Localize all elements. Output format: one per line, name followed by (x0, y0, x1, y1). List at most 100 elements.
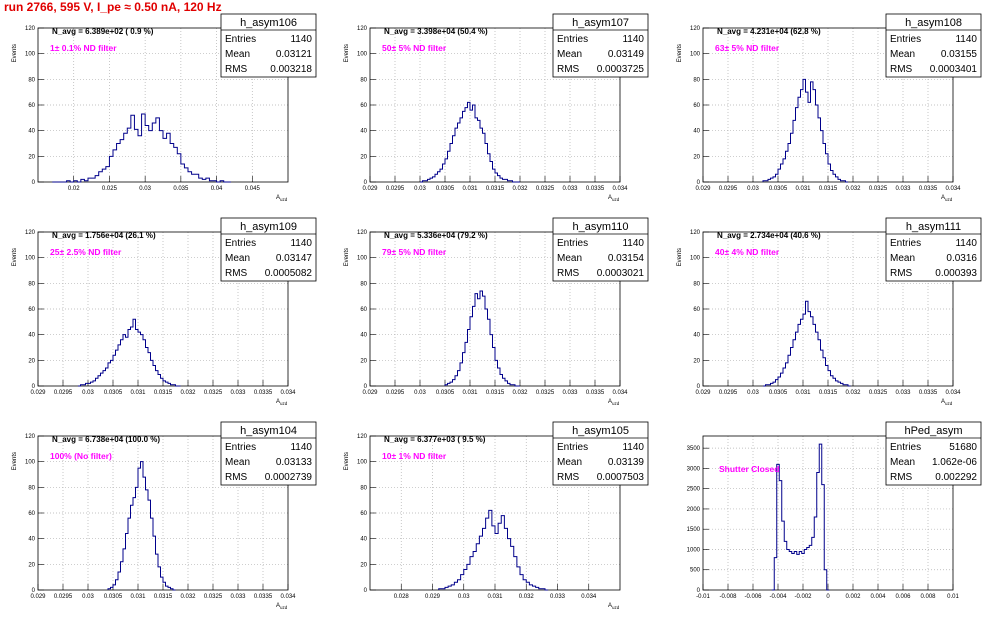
y-tick-label: 100 (357, 52, 368, 58)
stats-value: 0.03154 (608, 253, 645, 264)
stats-label: RMS (557, 268, 580, 279)
x-tick-label: 0.032 (180, 390, 196, 396)
x-tick-label: 0.0305 (436, 390, 455, 396)
stats-value: 0.000393 (935, 268, 977, 279)
x-tick-label: 0.033 (562, 186, 578, 192)
x-tick-label: 0.0305 (436, 186, 455, 192)
x-tick-label: 0.03 (414, 390, 426, 396)
stats-value: 1140 (622, 442, 644, 453)
x-tick-label: 0.033 (550, 594, 566, 600)
stats-box (220, 13, 317, 78)
x-tick-label: 0.02 (68, 186, 80, 192)
stats-value: 0.03139 (608, 457, 645, 468)
x-tick-label: 0.0325 (869, 186, 888, 192)
y-tick-label: 0 (32, 180, 36, 186)
x-tick-label: 0.034 (612, 186, 628, 192)
x-tick-label: 0.029 (362, 186, 378, 192)
y-tick-label: 100 (25, 460, 36, 466)
x-tick-label: 0.0295 (386, 390, 405, 396)
y-tick-label: 3500 (687, 446, 701, 452)
stats-box (885, 217, 982, 282)
stats-value: 0.0007503 (597, 472, 645, 483)
x-axis-label: Auzd (608, 399, 620, 406)
x-tick-label: 0.0325 (536, 186, 555, 192)
histogram-panel-h_asym104: 0 20 40 60 80 100 120 0.029 0.0295 0.03 0.0305 0.03… (12, 421, 317, 610)
y-tick-label: 60 (693, 103, 700, 109)
x-axis-label-subscript: uzd (945, 197, 953, 202)
y-tick-label: 120 (25, 230, 36, 236)
y-tick-label: 100 (25, 256, 36, 262)
y-tick-label: 1000 (687, 547, 701, 553)
filter-label: 1± 0.1% ND filter (50, 43, 117, 53)
stats-label: RMS (557, 472, 580, 483)
x-tick-label: 0.033 (895, 390, 911, 396)
x-tick-label: 0.01 (947, 594, 959, 600)
histogram-line (438, 509, 549, 591)
y-tick-label: 120 (357, 230, 368, 236)
histogram-panel-hPed_asym: 0 500 1000 1500 2000 2500 3000 3500 -0.01 -0.008 -… (687, 421, 982, 600)
histogram-line (763, 300, 851, 387)
x-tick-label: 0.032 (512, 186, 528, 192)
x-tick-label: 0.033 (230, 594, 246, 600)
stats-label: Entries (557, 34, 588, 45)
x-axis-label-subscript: uzd (612, 197, 620, 202)
stats-box-title: hPed_asym (904, 425, 962, 437)
filter-label: 25± 2.5% ND filter (50, 247, 122, 257)
x-tick-label: 0.03 (414, 186, 426, 192)
x-tick-label: 0.0295 (719, 186, 738, 192)
x-tick-label: 0.0335 (919, 390, 938, 396)
y-tick-label: 40 (28, 537, 35, 543)
histogram-panel-h_asym106: 0 20 40 60 80 100 120 0.02 0.025 0.03 0.035 0.04 0.0… (12, 13, 317, 202)
y-tick-label: 3000 (687, 466, 701, 472)
stats-value: 1140 (622, 238, 644, 249)
x-tick-label: 0.0325 (869, 390, 888, 396)
x-tick-label: -0.008 (719, 594, 737, 600)
stats-value: 51680 (949, 442, 977, 453)
x-tick-label: 0.0315 (819, 390, 838, 396)
stats-value: 0.0003725 (597, 64, 645, 75)
stats-box-title: h_asym104 (240, 425, 297, 437)
stats-box-title: h_asym111 (906, 221, 961, 233)
y-tick-label: 0 (32, 588, 36, 594)
stats-value: 0.002292 (935, 472, 977, 483)
x-tick-label: 0.006 (895, 594, 911, 600)
y-tick-label: 80 (360, 77, 367, 83)
x-tick-label: 0.03 (747, 390, 759, 396)
y-tick-label: 40 (28, 333, 35, 339)
histogram-panel-h_asym105: 0 20 40 60 80 100 120 0.028 0.029 0.03 0.031 0.032 0… (344, 421, 649, 610)
x-tick-label: 0.0305 (104, 390, 123, 396)
stats-value: 1140 (290, 238, 312, 249)
x-axis-label: Auzd (608, 195, 620, 202)
navg-label: N_avg = 6.738e+04 (100.0 %) (52, 435, 160, 444)
y-tick-label: 2500 (687, 487, 701, 493)
y-axis-label: Events (12, 452, 18, 470)
stats-label: Mean (225, 49, 250, 60)
y-tick-label: 80 (693, 281, 700, 287)
x-axis-label-subscript: uzd (612, 605, 620, 610)
y-tick-label: 100 (357, 460, 368, 466)
stats-label: RMS (890, 64, 913, 75)
stats-value: 0.0003401 (930, 64, 978, 75)
x-tick-label: 0.03 (458, 594, 470, 600)
y-axis-label: Events (344, 452, 350, 470)
x-tick-label: 0.03 (139, 186, 151, 192)
y-tick-label: 40 (693, 129, 700, 135)
y-tick-label: 20 (28, 358, 35, 364)
stats-label: Entries (890, 442, 921, 453)
y-tick-label: 100 (357, 256, 368, 262)
histogram-line (771, 443, 830, 591)
y-tick-label: 20 (360, 154, 367, 160)
x-tick-label: -0.002 (794, 594, 812, 600)
x-tick-label: 0.034 (280, 390, 296, 396)
y-tick-label: 20 (28, 562, 35, 568)
histogram-panel-h_asym111: 0 20 40 60 80 100 120 0.029 0.0295 0.03 0.0305 0.03… (677, 217, 982, 406)
filter-label: 79± 5% ND filter (382, 247, 447, 257)
x-tick-label: 0.0325 (536, 390, 555, 396)
stats-label: RMS (225, 472, 248, 483)
y-tick-label: 100 (25, 52, 36, 58)
stats-value: 0.03155 (941, 49, 978, 60)
x-tick-label: 0.008 (920, 594, 936, 600)
stats-box-title: h_asym109 (240, 221, 297, 233)
navg-label: N_avg = 6.377e+03 ( 9.5 %) (384, 435, 486, 444)
filter-label: 40± 4% ND filter (715, 247, 780, 257)
